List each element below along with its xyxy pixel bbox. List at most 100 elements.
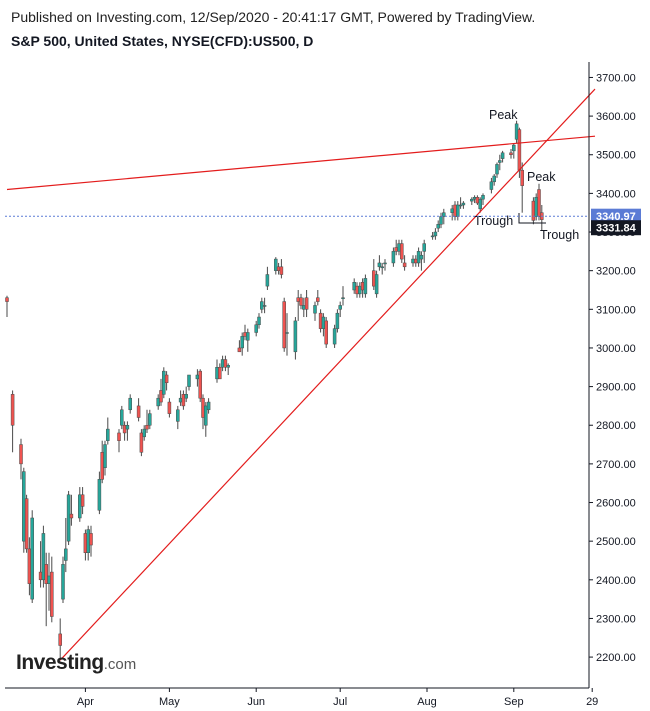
candle-body [509,152,513,155]
y-tick-label: 3600.00 [596,111,636,123]
candle [204,402,208,437]
candle [363,274,368,298]
candle [142,425,146,441]
candle-body [282,301,286,349]
candle [372,259,376,290]
candle [44,552,48,627]
candle-body [265,274,270,287]
candle [498,154,502,171]
candle-body [402,262,407,268]
candle [10,390,15,453]
candle [509,148,513,159]
candle-body [456,204,460,217]
candle [456,201,460,221]
candle-body [374,274,379,295]
candle-body [324,320,328,345]
candle [274,257,278,275]
candle [145,409,149,433]
candle-body [254,324,258,333]
y-tick-label: 3700.00 [596,72,636,84]
candle [128,394,132,414]
candle [377,255,382,271]
candle-body [377,262,382,268]
candle-body [274,258,278,271]
x-ticks: Apr May Jun Jul Aug Sep 29 [77,688,598,708]
y-tick-label: 3100.00 [596,304,636,316]
candle-body [30,517,34,600]
candles [5,120,544,661]
candle [341,286,345,306]
candle [436,220,440,233]
candle [380,262,384,275]
y-tick-label: 2900.00 [596,382,636,394]
close-price-label: 3331.84 [596,223,637,235]
candle-body [489,181,494,190]
candle-body [262,305,267,307]
candle-body [500,152,505,159]
candle [164,371,169,391]
y-tick-label: 3500.00 [596,150,636,162]
peak-label-2: Peak [527,170,556,184]
candle [520,162,524,213]
y-tick-label: 2800.00 [596,420,636,432]
candle [148,409,152,430]
candle [285,313,289,356]
candle-body [478,198,482,210]
candle [125,421,130,441]
candle [374,270,379,298]
candle-body [142,428,146,438]
candle [103,440,107,476]
candle [30,510,34,603]
candle [402,255,407,271]
candle [176,405,180,430]
candle-body [433,231,438,237]
candle [198,369,202,403]
candle [24,494,29,553]
logo-main: Investing [16,651,104,674]
candle-body [481,195,485,200]
x-tick-label: Jul [333,696,347,708]
candle [313,301,317,321]
price-badges: 3340.97 3331.84 [5,208,641,236]
candle-body [492,175,496,183]
candle-body [187,374,191,387]
trough-label-2: Trough [540,228,579,242]
candle [265,266,270,290]
candle-body [206,401,211,411]
candle-body [475,196,480,204]
candle-body [304,297,309,310]
candle [120,405,124,430]
candle [136,398,141,422]
candle [5,295,9,318]
candle-body [495,164,499,175]
candle-body [279,266,284,275]
candle [299,293,303,310]
candle [478,197,482,213]
candle [139,429,144,457]
candle-body [285,332,289,334]
candle-body [226,365,230,368]
trend-lines [6,88,596,661]
annotations: Peak Peak Trough Trough [474,108,579,242]
candle-body [64,548,68,561]
candle [69,494,74,526]
candle-body [383,262,387,265]
candle [332,324,337,348]
candle-body [436,224,440,229]
candle [106,417,110,445]
candle-body [419,254,424,260]
candle-body [218,367,222,380]
investing-logo: Investing.com [16,651,136,675]
candle [391,247,396,267]
candle [475,195,480,205]
candle-body [41,533,46,581]
x-tick-label: Jun [247,696,265,708]
trend-line [59,88,596,661]
candle-body [44,564,48,584]
candle-body [302,305,306,310]
candle-body [139,432,144,453]
candle-body [514,123,519,140]
candle [514,120,519,144]
candle [442,208,446,225]
